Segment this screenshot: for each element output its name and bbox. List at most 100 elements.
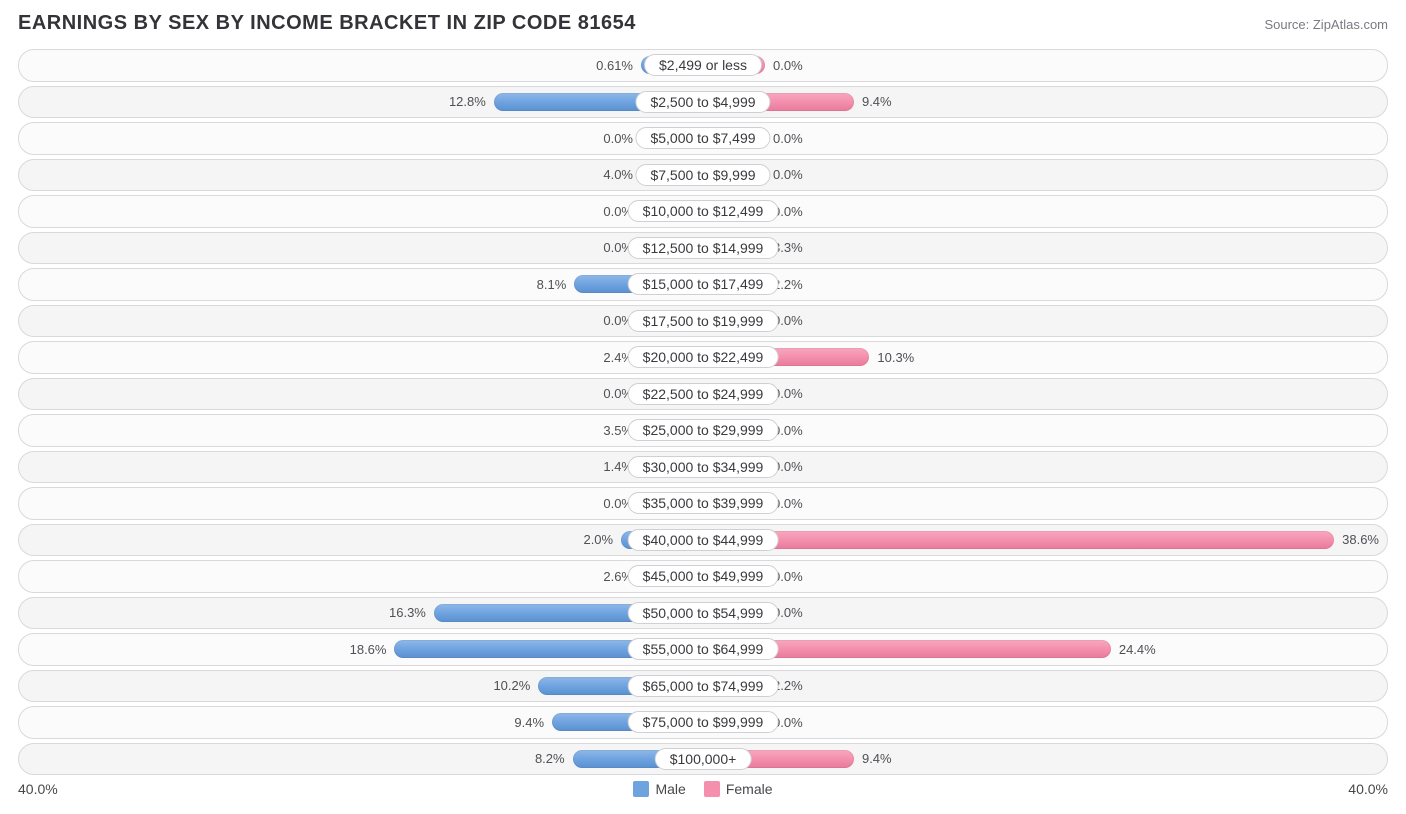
female-half: 0.0% bbox=[703, 415, 1387, 446]
chart-title: EARNINGS BY SEX BY INCOME BRACKET IN ZIP… bbox=[18, 12, 636, 35]
male-half: 1.4% bbox=[19, 452, 703, 483]
category-label: $17,500 to $19,999 bbox=[628, 310, 779, 332]
male-pct-label: 8.1% bbox=[529, 277, 575, 292]
chart-row: 0.0%0.0%$17,500 to $19,999 bbox=[18, 305, 1388, 338]
category-label: $15,000 to $17,499 bbox=[628, 273, 779, 295]
chart-row: 3.5%0.0%$25,000 to $29,999 bbox=[18, 414, 1388, 447]
category-label: $50,000 to $54,999 bbox=[628, 602, 779, 624]
female-pct-label: 9.4% bbox=[854, 751, 900, 766]
chart-row: 1.4%0.0%$30,000 to $34,999 bbox=[18, 451, 1388, 484]
chart-row: 2.4% 10.3% $20,000 to $22,499 bbox=[18, 341, 1388, 374]
female-pct-label: 0.0% bbox=[765, 58, 811, 73]
legend-male-label: Male bbox=[655, 781, 685, 797]
female-half: 0.0% bbox=[703, 160, 1387, 191]
male-half: 0.0% bbox=[19, 306, 703, 337]
chart-row: 0.0%0.0%$35,000 to $39,999 bbox=[18, 487, 1388, 520]
category-label: $40,000 to $44,999 bbox=[628, 529, 779, 551]
chart-header: EARNINGS BY SEX BY INCOME BRACKET IN ZIP… bbox=[18, 12, 1388, 35]
male-half: 0.0% bbox=[19, 196, 703, 227]
male-pct-label: 0.61% bbox=[588, 58, 641, 73]
male-half: 4.0% bbox=[19, 160, 703, 191]
female-half: 0.0% bbox=[703, 196, 1387, 227]
male-half: 2.0% bbox=[19, 525, 683, 556]
chart-row: 9.4%0.0%$75,000 to $99,999 bbox=[18, 706, 1388, 739]
male-half: 12.8% bbox=[19, 87, 703, 118]
chart-row: 12.8% 9.4% $2,500 to $4,999 bbox=[18, 86, 1388, 119]
female-half: 24.4% bbox=[703, 634, 1387, 665]
male-pct-label: 4.0% bbox=[595, 167, 641, 182]
category-label: $2,499 or less bbox=[644, 54, 762, 76]
female-half: 0.0% bbox=[703, 561, 1387, 592]
legend: Male Female bbox=[633, 781, 772, 797]
chart-row: 0.61% 0.0%$2,499 or less bbox=[18, 49, 1388, 82]
male-half: 0.0% bbox=[19, 379, 703, 410]
chart-row: 10.2% 2.2%$65,000 to $74,999 bbox=[18, 670, 1388, 703]
chart-row: 16.3% 0.0%$50,000 to $54,999 bbox=[18, 597, 1388, 630]
male-pct-label: 18.6% bbox=[342, 642, 395, 657]
legend-female-label: Female bbox=[726, 781, 773, 797]
female-swatch-icon bbox=[704, 781, 720, 797]
male-half: 0.61% bbox=[19, 50, 703, 81]
male-swatch-icon bbox=[633, 781, 649, 797]
female-half: 9.4% bbox=[703, 744, 1387, 775]
female-half: 9.4% bbox=[703, 87, 1387, 118]
category-label: $20,000 to $22,499 bbox=[628, 346, 779, 368]
legend-male: Male bbox=[633, 781, 685, 797]
female-pct-label: 9.4% bbox=[854, 94, 900, 109]
male-half: 2.4% bbox=[19, 342, 703, 373]
chart-row: 8.1%2.2%$15,000 to $17,499 bbox=[18, 268, 1388, 301]
male-pct-label: 16.3% bbox=[381, 605, 434, 620]
male-half: 10.2% bbox=[19, 671, 703, 702]
male-pct-label: 8.2% bbox=[527, 751, 573, 766]
female-pct-label: 0.0% bbox=[765, 167, 811, 182]
chart-row: 8.2%9.4%$100,000+ bbox=[18, 743, 1388, 776]
category-label: $75,000 to $99,999 bbox=[628, 711, 779, 733]
male-pct-label: 10.2% bbox=[485, 678, 538, 693]
female-half: 0.0% bbox=[703, 123, 1387, 154]
legend-female: Female bbox=[704, 781, 773, 797]
female-half: 38.6% bbox=[683, 525, 1387, 556]
male-half: 8.2% bbox=[19, 744, 703, 775]
male-half: 0.0% bbox=[19, 488, 703, 519]
female-pct-label: 0.0% bbox=[765, 131, 811, 146]
female-pct-label: 24.4% bbox=[1111, 642, 1164, 657]
male-half: 2.6% bbox=[19, 561, 703, 592]
category-label: $35,000 to $39,999 bbox=[628, 492, 779, 514]
chart-row: 0.0%3.3%$12,500 to $14,999 bbox=[18, 232, 1388, 265]
male-pct-label: 2.0% bbox=[575, 532, 621, 547]
chart-source: Source: ZipAtlas.com bbox=[1264, 17, 1388, 32]
male-half: 18.6% bbox=[19, 634, 703, 665]
female-half: 0.0% bbox=[703, 488, 1387, 519]
female-half: 0.0% bbox=[703, 306, 1387, 337]
category-label: $55,000 to $64,999 bbox=[628, 638, 779, 660]
male-half: 0.0% bbox=[19, 123, 703, 154]
category-label: $12,500 to $14,999 bbox=[628, 237, 779, 259]
category-label: $65,000 to $74,999 bbox=[628, 675, 779, 697]
category-label: $5,000 to $7,499 bbox=[635, 127, 770, 149]
category-label: $25,000 to $29,999 bbox=[628, 419, 779, 441]
chart-row: 0.0% 0.0%$5,000 to $7,499 bbox=[18, 122, 1388, 155]
chart-row: 0.0%0.0%$10,000 to $12,499 bbox=[18, 195, 1388, 228]
axis-right-label: 40.0% bbox=[1348, 781, 1388, 797]
male-half: 8.1% bbox=[19, 269, 703, 300]
female-half: 2.2% bbox=[703, 671, 1387, 702]
category-label: $30,000 to $34,999 bbox=[628, 456, 779, 478]
category-label: $10,000 to $12,499 bbox=[628, 200, 779, 222]
male-pct-label: 0.0% bbox=[595, 131, 641, 146]
female-half: 3.3% bbox=[703, 233, 1387, 264]
chart-row: 2.0% 38.6%$40,000 to $44,999 bbox=[18, 524, 1388, 557]
female-half: 0.0% bbox=[703, 50, 1387, 81]
female-half: 0.0% bbox=[703, 379, 1387, 410]
category-label: $7,500 to $9,999 bbox=[635, 164, 770, 186]
female-half: 10.3% bbox=[703, 342, 1387, 373]
category-label: $45,000 to $49,999 bbox=[628, 565, 779, 587]
female-half: 0.0% bbox=[703, 452, 1387, 483]
female-pct-label: 10.3% bbox=[869, 350, 922, 365]
chart-row: 2.6%0.0%$45,000 to $49,999 bbox=[18, 560, 1388, 593]
female-half: 0.0% bbox=[703, 707, 1387, 738]
female-half: 0.0% bbox=[703, 598, 1387, 629]
chart-row: 18.6% 24.4% $55,000 to $64,999 bbox=[18, 633, 1388, 666]
male-half: 0.0% bbox=[19, 233, 703, 264]
category-label: $2,500 to $4,999 bbox=[635, 91, 770, 113]
male-half: 16.3% bbox=[19, 598, 703, 629]
